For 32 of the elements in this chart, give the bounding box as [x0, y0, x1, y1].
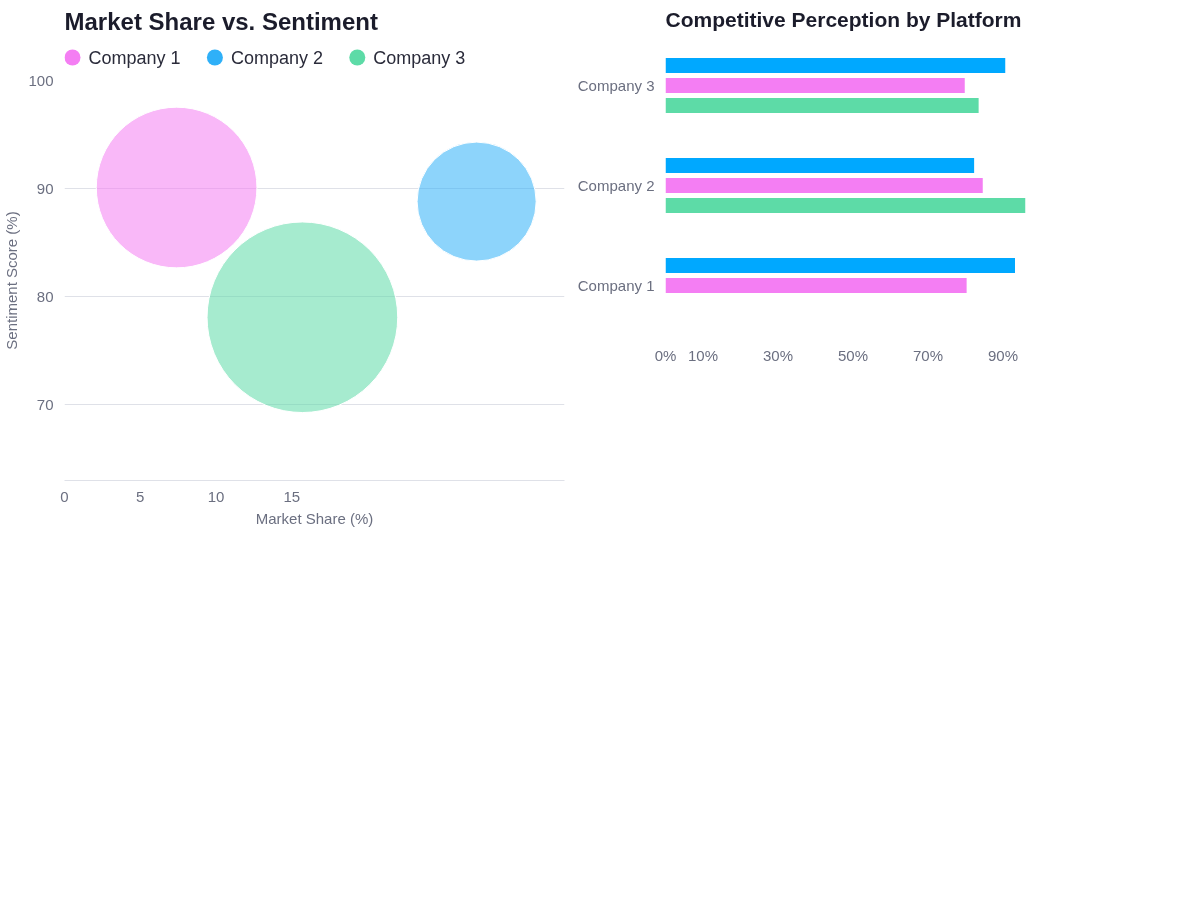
legend-label: Company 2	[230, 47, 323, 68]
bar	[665, 258, 1015, 273]
chart-title: Competitive Perception by Platform	[665, 7, 1022, 31]
legend-label: Company 1	[88, 47, 181, 68]
y-tick-label: 70	[36, 395, 54, 413]
x-tick-label: 10%	[687, 346, 719, 364]
x-tick-label: 5	[136, 487, 145, 505]
bar	[665, 98, 979, 113]
bar	[665, 158, 975, 173]
x-tick-label: 30%	[762, 346, 794, 364]
x-tick-label: 15	[283, 487, 301, 505]
x-tick-label: 50%	[837, 346, 869, 364]
bar	[665, 198, 1026, 213]
y-tick-label: 90	[36, 179, 54, 197]
x-tick-label: 0	[60, 487, 69, 505]
bar	[665, 78, 965, 93]
y-tick-label: 100	[28, 71, 54, 89]
bar	[665, 278, 967, 293]
bar	[665, 58, 1006, 73]
x-tick-label: 70%	[912, 346, 944, 364]
legend-label: Company 3	[373, 47, 466, 68]
x-tick-label: 10	[207, 487, 225, 505]
y-axis-title: Sentiment Score (%)	[3, 211, 21, 350]
x-axis-title: Market Share (%)	[255, 509, 374, 527]
x-tick-label: 0%	[654, 346, 677, 364]
bar	[665, 178, 983, 193]
chart-title: Market Share vs. Sentiment	[64, 7, 378, 35]
y-tick-label: Company 3	[577, 77, 655, 94]
x-tick-label: 90%	[987, 346, 1019, 364]
y-tick-label: Company 2	[577, 177, 655, 194]
y-tick-label: 80	[36, 287, 54, 305]
y-tick-label: Company 1	[577, 277, 655, 294]
